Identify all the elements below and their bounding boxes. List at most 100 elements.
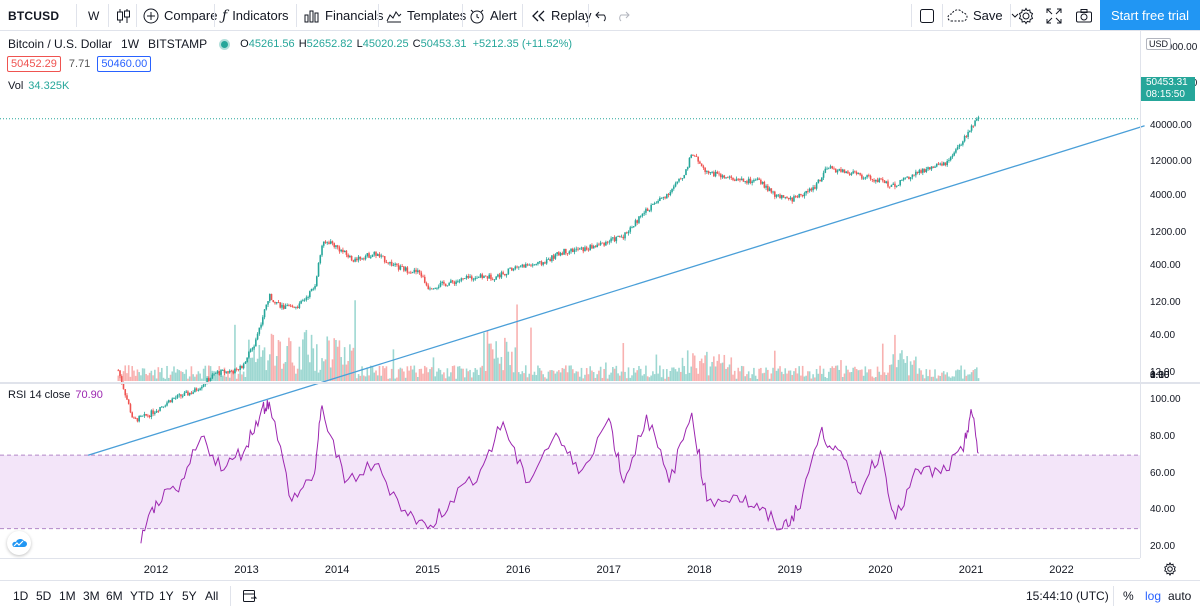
candle-body	[535, 264, 538, 265]
candle-body	[920, 170, 922, 173]
volume-bar	[401, 368, 403, 381]
candle-body	[272, 300, 275, 303]
layout-button[interactable]	[919, 0, 940, 31]
candle-body	[559, 253, 562, 256]
candle-body	[728, 176, 731, 178]
candle-body	[850, 173, 853, 175]
candle-body	[659, 197, 661, 201]
volume-bar	[634, 372, 637, 381]
candle-body	[733, 179, 736, 181]
utc-clock[interactable]: 15:44:10 (UTC)	[1026, 589, 1109, 603]
auto-scale-button[interactable]: auto	[1168, 589, 1192, 603]
volume-bar	[606, 378, 609, 381]
symbol-search[interactable]: BTCUSD	[8, 8, 60, 23]
volume-bar	[397, 369, 400, 381]
candle-body	[418, 270, 421, 273]
undo-button[interactable]	[595, 0, 614, 31]
range-1y[interactable]: 1Y	[159, 589, 174, 603]
candle-body	[664, 197, 666, 199]
volume-bar	[446, 368, 449, 381]
compare-button[interactable]: Compare	[143, 0, 217, 31]
volume-bar	[810, 378, 813, 381]
range-all[interactable]: All	[205, 589, 219, 603]
fullscreen-button[interactable]	[1046, 0, 1067, 31]
range-1d[interactable]: 1D	[13, 589, 29, 603]
volume-bar	[559, 372, 562, 381]
financials-button[interactable]: Financials	[304, 0, 384, 31]
market-status-icon[interactable]	[219, 38, 231, 50]
candle-body	[657, 200, 659, 203]
axis-settings-button[interactable]	[1163, 561, 1177, 581]
volume-bar	[474, 368, 477, 381]
toolbar-divider	[462, 4, 463, 27]
interval-button[interactable]: W	[88, 8, 100, 23]
sell-price-button[interactable]: 50452.29	[7, 56, 61, 72]
candle-body	[521, 264, 524, 267]
candle-body	[880, 178, 882, 180]
volume-bar	[234, 324, 236, 381]
volume-bar	[324, 359, 327, 381]
range-3m[interactable]: 3M	[83, 589, 100, 603]
candle-body	[117, 370, 120, 372]
volume-bar	[147, 375, 149, 381]
volume-bar	[862, 375, 865, 381]
candle-body	[909, 177, 912, 180]
chart-type-button[interactable]	[116, 0, 135, 31]
candle-body	[498, 274, 501, 278]
save-button[interactable]: Save	[946, 0, 1019, 31]
volume-bar	[958, 369, 961, 381]
alert-button[interactable]: Alert	[469, 0, 517, 31]
volume-bar	[183, 373, 186, 381]
volume-bar	[204, 365, 207, 381]
replay-button[interactable]: Replay	[530, 0, 591, 31]
pane-separator[interactable]	[0, 382, 1200, 384]
percent-scale-button[interactable]: %	[1123, 589, 1134, 603]
rsi-axis[interactable]: 100.00 80.00 60.00 40.00 20.00	[1140, 384, 1200, 558]
volume-bar	[422, 373, 424, 381]
volume-bar	[439, 369, 442, 381]
candle-body	[911, 174, 914, 178]
volume-bar	[524, 365, 527, 381]
range-ytd[interactable]: YTD	[130, 589, 154, 603]
volume-bar	[782, 374, 785, 381]
volume-bar	[803, 376, 806, 381]
volume-bar	[451, 366, 454, 381]
snapshot-button[interactable]	[1075, 0, 1098, 31]
volume-bar	[951, 376, 954, 381]
tradingview-logo[interactable]	[7, 531, 31, 555]
candle-body	[972, 125, 975, 127]
settings-button[interactable]	[1017, 0, 1040, 31]
candle-body	[768, 188, 771, 191]
candle-body	[585, 247, 588, 250]
volume-bar	[140, 375, 142, 381]
volume-bar	[721, 362, 724, 381]
candle-body	[399, 266, 402, 270]
time-tick-label: 2019	[777, 564, 803, 576]
price-tick-label: 40000.00	[1150, 119, 1192, 131]
range-5y[interactable]: 5Y	[182, 589, 197, 603]
volume-bar	[713, 356, 715, 381]
candle-body	[566, 253, 569, 255]
date-range-button[interactable]	[242, 588, 258, 609]
toolbar-divider	[108, 4, 109, 27]
candle-body	[767, 185, 769, 191]
candle-body	[653, 203, 656, 205]
candle-body	[826, 168, 828, 170]
currency-label[interactable]: USD	[1146, 38, 1172, 50]
range-1m[interactable]: 1M	[59, 589, 76, 603]
volume-bar	[941, 372, 943, 381]
volume-bar	[667, 376, 670, 381]
candle-body	[622, 236, 625, 239]
candle-body	[892, 183, 895, 185]
start-free-trial-button[interactable]: Start free trial	[1100, 0, 1200, 30]
range-5d[interactable]: 5D	[36, 589, 52, 603]
redo-button[interactable]	[616, 0, 635, 31]
range-6m[interactable]: 6M	[106, 589, 123, 603]
buy-price-button[interactable]: 50460.00	[97, 56, 152, 72]
templates-button[interactable]: Templates	[386, 0, 466, 31]
volume-bar	[361, 366, 363, 381]
time-axis[interactable]: 2012 2013 2014 2015 2016 2017 2018 2019 2020 2021…	[0, 558, 1140, 580]
log-scale-button[interactable]: log	[1145, 589, 1162, 603]
indicators-button[interactable]: ƒ Indicators	[222, 0, 289, 31]
